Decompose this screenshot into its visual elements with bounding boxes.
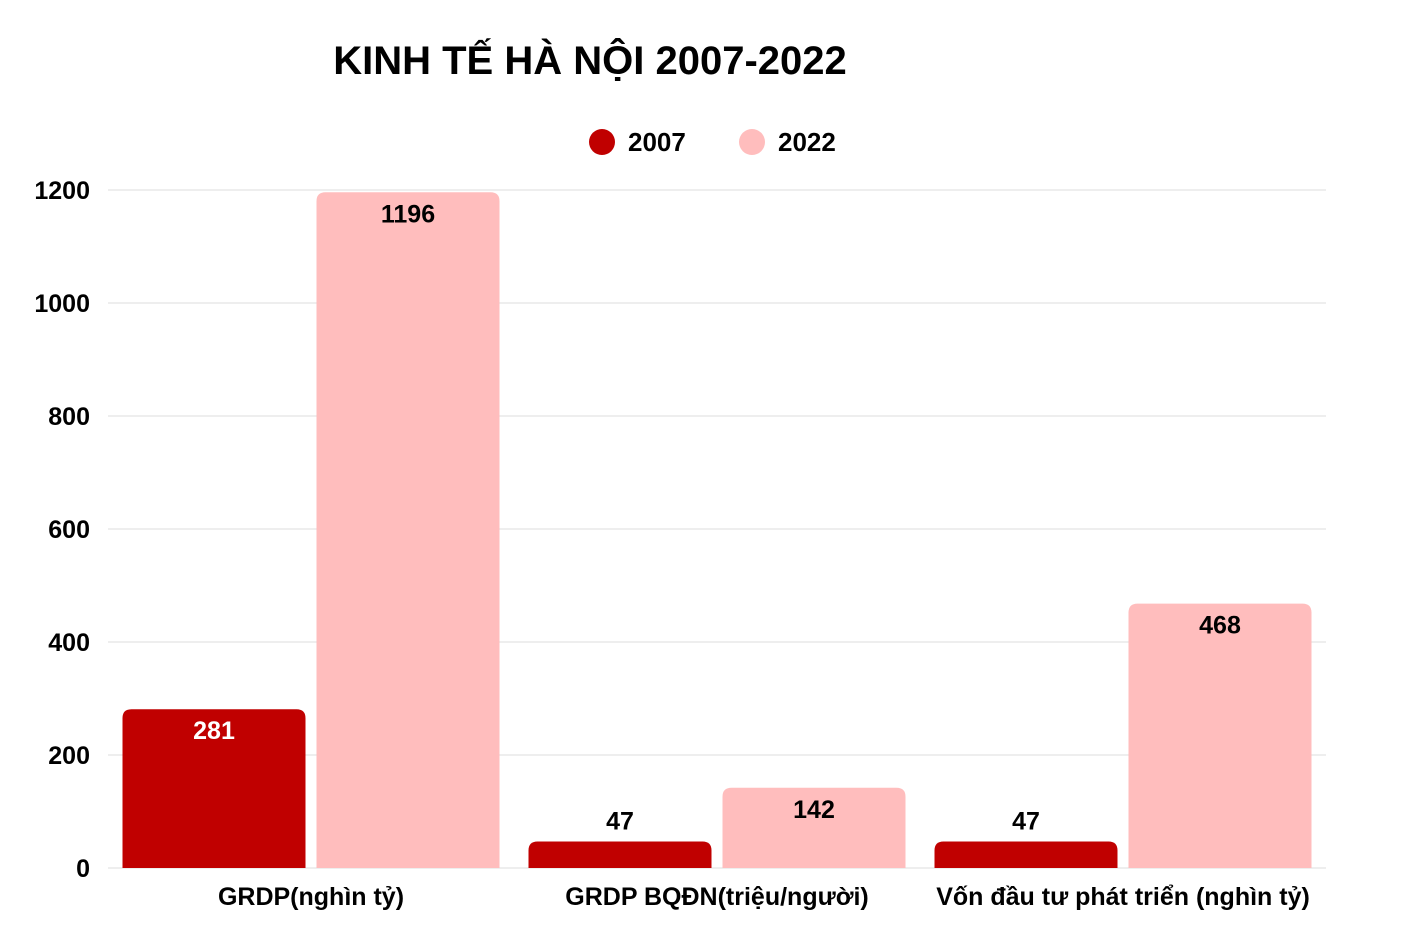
y-tick-label: 600 xyxy=(48,516,90,544)
legend-swatch-2007 xyxy=(589,129,615,155)
bars xyxy=(122,192,1312,868)
legend-label-2022: 2022 xyxy=(778,127,836,157)
gridlines xyxy=(108,189,1326,869)
y-tick-label: 200 xyxy=(48,742,90,770)
legend-swatch-2022 xyxy=(739,129,765,155)
y-axis-ticks: 0 200 400 600 800 1000 1200 xyxy=(34,177,90,883)
bar-2007-1 xyxy=(528,841,712,868)
bar-2022-1 xyxy=(722,787,906,868)
category-label-0: GRDP(nghìn tỷ) xyxy=(218,883,404,911)
y-tick-label: 1000 xyxy=(34,290,90,318)
category-label-1: GRDP BQĐN(triệu/người) xyxy=(565,883,868,911)
y-tick-label: 1200 xyxy=(34,177,90,205)
legend: 2007 2022 xyxy=(589,127,836,157)
data-label-2007-1: 47 xyxy=(606,807,634,835)
legend-label-2007: 2007 xyxy=(628,127,686,157)
bar-2022-2 xyxy=(1128,603,1312,868)
bar-2022-0 xyxy=(316,192,500,868)
category-labels: GRDP(nghìn tỷ) GRDP BQĐN(triệu/người) Vốn … xyxy=(218,883,1310,911)
bar-2007-2 xyxy=(934,841,1118,868)
category-label-2: Vốn đầu tư phát triển (nghìn tỷ) xyxy=(936,883,1310,911)
y-tick-label: 0 xyxy=(76,855,90,883)
data-labels: 281 1196 47 142 47 468 xyxy=(193,200,1241,835)
data-label-2007-0: 281 xyxy=(193,717,235,745)
data-label-2022-2: 468 xyxy=(1199,612,1241,640)
y-tick-label: 400 xyxy=(48,629,90,657)
data-label-2022-0: 1196 xyxy=(381,200,435,228)
bar-2007-0 xyxy=(122,709,306,868)
data-label-2007-2: 47 xyxy=(1012,807,1040,835)
y-tick-label: 800 xyxy=(48,403,90,431)
chart-title: KINH TẾ HÀ NỘI 2007-2022 xyxy=(333,37,847,83)
data-label-2022-1: 142 xyxy=(793,796,835,824)
